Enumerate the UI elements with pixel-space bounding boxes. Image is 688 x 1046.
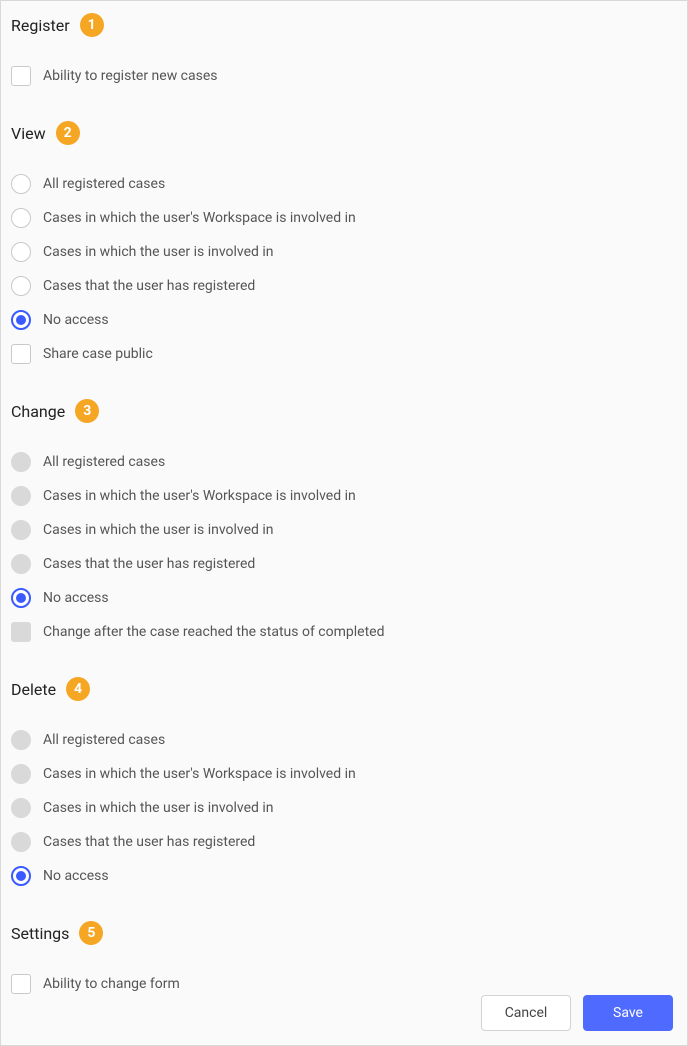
section-view: View 2 All registered cases Cases in whi… (11, 121, 677, 371)
checkbox-share-public[interactable] (11, 344, 31, 364)
label-change-user-registered: Cases that the user has registered (43, 556, 255, 572)
change-option-user-registered: Cases that the user has registered (11, 547, 677, 581)
radio-delete-user-involved (11, 798, 31, 818)
label-delete-all: All registered cases (43, 732, 165, 748)
radio-delete-user-registered (11, 832, 31, 852)
label-change-after-completed: Change after the case reached the status… (43, 624, 384, 640)
register-option-row: Ability to register new cases (11, 59, 677, 93)
section-title-settings: Settings (11, 924, 69, 943)
label-change-no-access: No access (43, 590, 109, 606)
view-option-user-involved: Cases in which the user is involved in (11, 235, 677, 269)
radio-view-user-registered[interactable] (11, 276, 31, 296)
delete-option-workspace: Cases in which the user's Workspace is i… (11, 757, 677, 791)
change-option-workspace: Cases in which the user's Workspace is i… (11, 479, 677, 513)
checkbox-register-new-cases[interactable] (11, 66, 31, 86)
checkbox-change-form[interactable] (11, 974, 31, 994)
label-change-form: Ability to change form (43, 976, 180, 992)
step-badge-5: 5 (79, 921, 103, 945)
section-delete: Delete 4 All registered cases Cases in w… (11, 677, 677, 893)
radio-delete-no-access[interactable] (11, 866, 31, 886)
view-option-workspace: Cases in which the user's Workspace is i… (11, 201, 677, 235)
step-badge-3: 3 (75, 399, 99, 423)
delete-option-no-access: No access (11, 859, 677, 893)
radio-change-workspace (11, 486, 31, 506)
step-badge-1: 1 (80, 13, 104, 37)
label-register-new-cases: Ability to register new cases (43, 68, 218, 84)
label-view-no-access: No access (43, 312, 109, 328)
cancel-button[interactable]: Cancel (481, 995, 571, 1031)
view-option-no-access: No access (11, 303, 677, 337)
section-title-register: Register (11, 16, 70, 35)
change-option-user-involved: Cases in which the user is involved in (11, 513, 677, 547)
permissions-panel: Register 1 Ability to register new cases… (0, 0, 688, 1046)
section-header-delete: Delete 4 (11, 677, 677, 701)
section-settings: Settings 5 Ability to change form (11, 921, 677, 1001)
radio-change-user-involved (11, 520, 31, 540)
footer-actions: Cancel Save (481, 995, 673, 1031)
label-share-public: Share case public (43, 346, 153, 362)
label-change-all: All registered cases (43, 454, 165, 470)
radio-delete-all (11, 730, 31, 750)
radio-delete-workspace (11, 764, 31, 784)
change-option-after-completed: Change after the case reached the status… (11, 615, 677, 649)
section-header-register: Register 1 (11, 13, 677, 37)
section-change: Change 3 All registered cases Cases in w… (11, 399, 677, 649)
section-header-view: View 2 (11, 121, 677, 145)
section-title-delete: Delete (11, 680, 56, 699)
label-view-user-registered: Cases that the user has registered (43, 278, 255, 294)
label-delete-user-registered: Cases that the user has registered (43, 834, 255, 850)
radio-view-all[interactable] (11, 174, 31, 194)
checkbox-change-after-completed (11, 622, 31, 642)
section-register: Register 1 Ability to register new cases (11, 13, 677, 93)
label-change-workspace: Cases in which the user's Workspace is i… (43, 488, 356, 504)
delete-option-user-registered: Cases that the user has registered (11, 825, 677, 859)
radio-change-no-access[interactable] (11, 588, 31, 608)
view-option-all: All registered cases (11, 167, 677, 201)
section-title-view: View (11, 124, 46, 143)
section-title-change: Change (11, 402, 65, 421)
radio-change-all (11, 452, 31, 472)
step-badge-4: 4 (66, 677, 90, 701)
section-header-change: Change 3 (11, 399, 677, 423)
delete-option-all: All registered cases (11, 723, 677, 757)
radio-view-user-involved[interactable] (11, 242, 31, 262)
step-badge-2: 2 (56, 121, 80, 145)
delete-option-user-involved: Cases in which the user is involved in (11, 791, 677, 825)
label-view-all: All registered cases (43, 176, 165, 192)
label-view-workspace: Cases in which the user's Workspace is i… (43, 210, 356, 226)
label-view-user-involved: Cases in which the user is involved in (43, 244, 274, 260)
label-delete-no-access: No access (43, 868, 109, 884)
section-header-settings: Settings 5 (11, 921, 677, 945)
view-option-user-registered: Cases that the user has registered (11, 269, 677, 303)
change-option-no-access: No access (11, 581, 677, 615)
radio-view-no-access[interactable] (11, 310, 31, 330)
view-option-share-public: Share case public (11, 337, 677, 371)
label-delete-workspace: Cases in which the user's Workspace is i… (43, 766, 356, 782)
label-change-user-involved: Cases in which the user is involved in (43, 522, 274, 538)
save-button[interactable]: Save (583, 995, 673, 1031)
radio-view-workspace[interactable] (11, 208, 31, 228)
label-delete-user-involved: Cases in which the user is involved in (43, 800, 274, 816)
change-option-all: All registered cases (11, 445, 677, 479)
radio-change-user-registered (11, 554, 31, 574)
